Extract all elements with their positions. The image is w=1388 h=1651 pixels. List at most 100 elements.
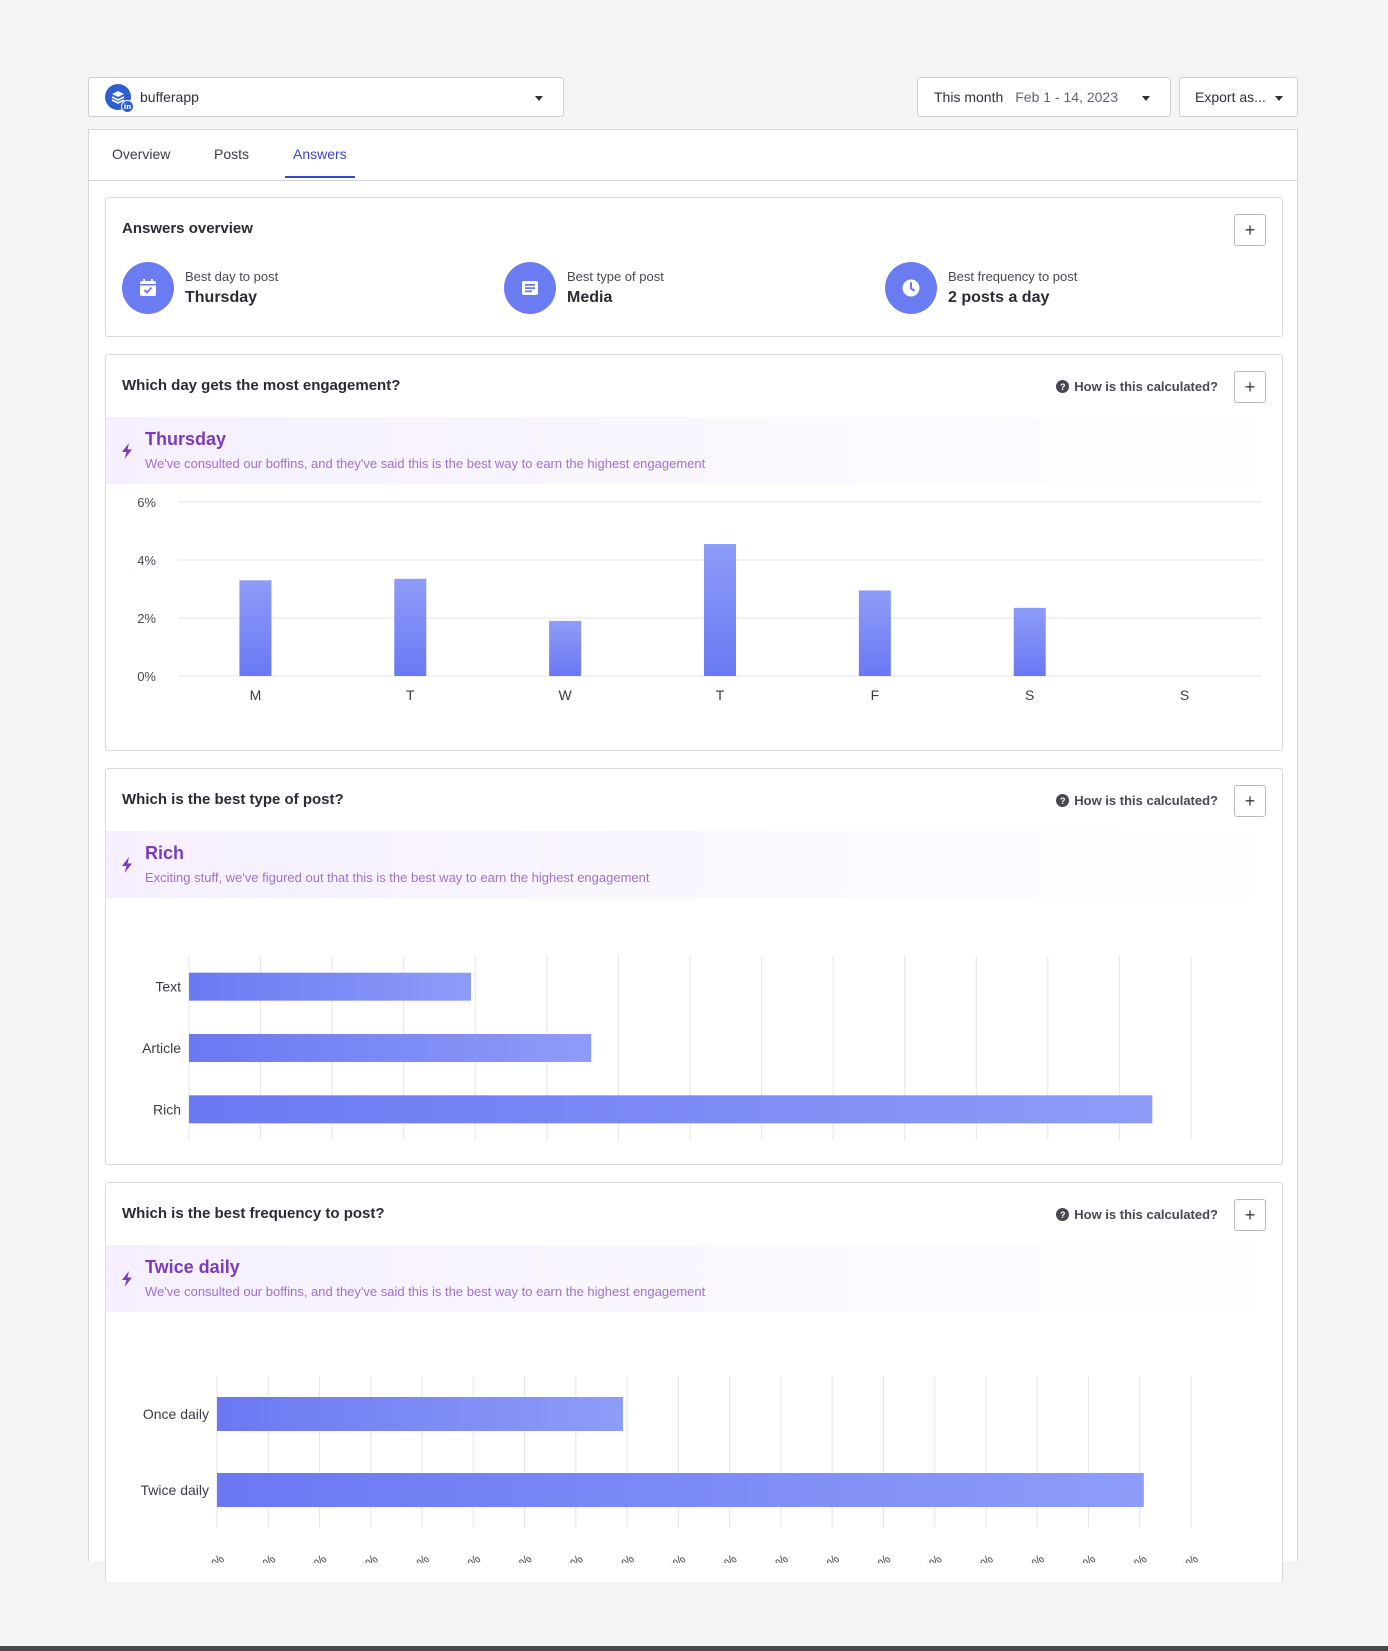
chevron-down-icon <box>1275 96 1283 101</box>
y-tick-label: 0% <box>137 669 156 684</box>
x-tick-label: 3% <box>818 1551 842 1563</box>
how-calculated-label: How is this calculated? <box>1074 793 1218 808</box>
category-label: Article <box>142 1040 181 1056</box>
export-label: Export as... <box>1195 89 1266 105</box>
insight-title: Thursday <box>145 429 227 449</box>
linkedin-icon: in <box>121 100 134 113</box>
x-tick-label: 2.75% <box>754 1551 791 1563</box>
bottom-strip <box>0 1646 1388 1651</box>
question-icon: ? <box>1056 380 1070 393</box>
date-range-label: This month <box>934 89 1004 105</box>
bar <box>189 1095 1153 1124</box>
tab-overview[interactable]: Overview <box>112 146 171 162</box>
best-frequency-label: Best frequency to post <box>948 269 1078 284</box>
frequency-chart-svg: 0% 0.25% 0.5% 0.75% 1% 1.25% 1.5% 1.75% 2% 2.25% 2… <box>141 1376 1201 1563</box>
best-frequency-card-title: Which is the best frequency to post? <box>122 1205 385 1222</box>
answers-overview-title: Answers overview <box>122 220 253 237</box>
category-label: Once daily <box>143 1406 209 1422</box>
x-tick-label: 2% <box>613 1551 637 1563</box>
x-tick-label: 0.5% <box>298 1551 330 1563</box>
best-day-card-title: Which day gets the most engagement? <box>122 377 401 394</box>
frequency-chart: 0% 0.25% 0.5% 0.75% 1% 1.25% 1.5% 1.75% 2% 2.25% 2… <box>106 1323 1282 1563</box>
x-tick-label: 4.5% <box>1118 1551 1150 1563</box>
bar <box>217 1397 624 1431</box>
bar <box>239 580 272 676</box>
buffer-logo-icon: in <box>105 84 134 113</box>
post-type-chart-svg: 0%0.5%1%1.5%2%2.5%3%3.5%4%4.5%5%5.5%6%6.… <box>142 956 1192 1140</box>
question-icon: ? <box>1056 794 1070 807</box>
y-tick-label: 2% <box>137 611 156 626</box>
best-frequency-value: 2 posts a day <box>948 289 1050 306</box>
x-tick-label: 2.25% <box>652 1551 689 1563</box>
date-range-value: Feb 1 - 14, 2023 <box>1015 89 1118 105</box>
chevron-down-icon <box>1142 96 1150 101</box>
add-to-report-button[interactable]: + <box>1234 214 1266 246</box>
insight-banner: Thursday We've consulted our boffins, an… <box>106 417 1282 484</box>
x-tick-label: 3.75% <box>959 1551 996 1563</box>
bar <box>217 1473 1144 1507</box>
account-name: bufferapp <box>140 89 199 105</box>
x-tick-label: 2.5% <box>708 1551 740 1563</box>
best-day-item: Best day to post Thursday <box>122 262 278 314</box>
add-to-report-button[interactable]: + <box>1234 785 1266 817</box>
x-tick-label: M <box>250 687 262 703</box>
x-tick-label: T <box>406 687 415 703</box>
insight-banner: Twice daily We've consulted our boffins,… <box>106 1245 1282 1312</box>
question-icon: ? <box>1056 1208 1070 1221</box>
date-range-select[interactable]: This month Feb 1 - 14, 2023 <box>917 77 1171 117</box>
x-tick-label: 0.75% <box>344 1551 381 1563</box>
insight-text: We've consulted our boffins, and they've… <box>145 456 706 471</box>
add-to-report-button[interactable]: + <box>1234 1199 1266 1231</box>
x-tick-label: 4.25% <box>1062 1551 1099 1563</box>
x-tick-label: S <box>1025 687 1034 703</box>
lightning-icon <box>122 443 132 459</box>
best-type-item: Best type of post Media <box>504 262 664 314</box>
day-engagement-chart-svg: 0% 2% 4% 6% M T W T F S S <box>137 495 1262 703</box>
calendar-check-icon <box>122 262 174 314</box>
x-tick-label: F <box>871 687 880 703</box>
x-tick-label: 3.25% <box>857 1551 894 1563</box>
bar <box>549 620 582 676</box>
best-type-card-title: Which is the best type of post? <box>122 791 344 808</box>
x-tick-label: 1% <box>408 1551 432 1563</box>
x-tick-label: W <box>559 687 573 703</box>
best-day-label: Best day to post <box>185 269 279 284</box>
bar <box>1013 607 1046 676</box>
category-label: Twice daily <box>141 1482 209 1498</box>
bar <box>704 544 736 676</box>
add-to-report-button[interactable]: + <box>1234 371 1266 403</box>
category-label: Text <box>155 979 181 995</box>
bar <box>189 1034 592 1062</box>
y-tick-label: 4% <box>137 553 156 568</box>
export-button[interactable]: Export as... <box>1179 77 1298 117</box>
how-calculated-link[interactable]: ? How is this calculated? <box>1056 379 1218 394</box>
category-label: Rich <box>153 1101 181 1117</box>
best-frequency-card: Which is the best frequency to post? ? H… <box>105 1182 1283 1582</box>
best-frequency-item: Best frequency to post 2 posts a day <box>885 262 1077 314</box>
bar <box>189 972 471 1001</box>
x-tick-label: 3.5% <box>913 1551 945 1563</box>
how-calculated-label: How is this calculated? <box>1074 1207 1218 1222</box>
main-panel: Overview Posts Answers Answers overview … <box>88 129 1298 1582</box>
x-tick-label: T <box>716 687 725 703</box>
account-select[interactable]: in bufferapp <box>88 77 564 117</box>
x-tick-label: S <box>1180 687 1189 703</box>
tab-answers[interactable]: Answers <box>285 146 355 178</box>
x-tick-label: 0% <box>203 1551 227 1563</box>
x-tick-label: 1.5% <box>503 1551 535 1563</box>
insight-text: We've consulted our boffins, and they've… <box>145 1284 706 1299</box>
insight-banner: Rich Exciting stuff, we've figured out t… <box>106 831 1282 898</box>
bar <box>858 590 891 676</box>
how-calculated-link[interactable]: ? How is this calculated? <box>1056 793 1218 808</box>
answers-overview-card: Answers overview + Best day to post Thur… <box>105 197 1283 337</box>
how-calculated-link[interactable]: ? How is this calculated? <box>1056 1207 1218 1222</box>
x-tick-label: 1.25% <box>447 1551 484 1563</box>
best-type-label: Best type of post <box>567 269 664 284</box>
clock-icon <box>885 262 937 314</box>
best-day-value: Thursday <box>185 289 258 306</box>
tab-posts[interactable]: Posts <box>214 146 250 162</box>
x-tick-label: 1.75% <box>549 1551 586 1563</box>
insight-title: Twice daily <box>145 1257 240 1277</box>
post-type-chart: 0%0.5%1%1.5%2%2.5%3%3.5%4%4.5%5%5.5%6%6.… <box>106 909 1282 1154</box>
post-card-icon <box>504 262 556 314</box>
